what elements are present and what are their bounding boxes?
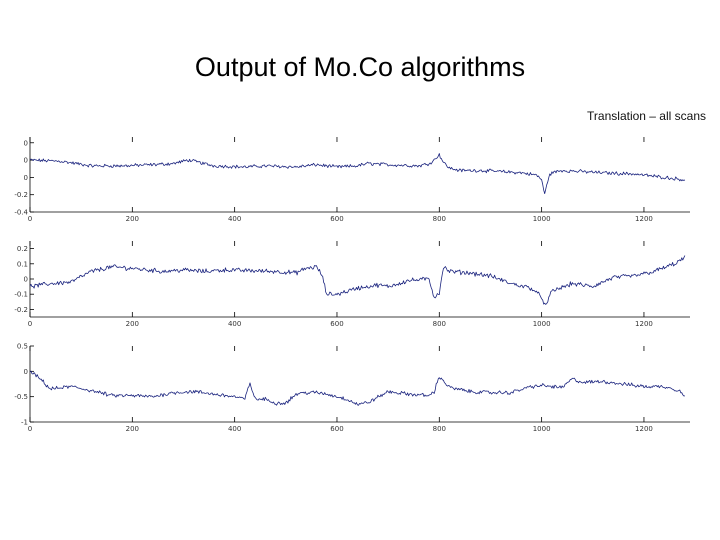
- x-tick-label: 200: [126, 215, 139, 223]
- y-tick-label: -0.4: [14, 209, 28, 217]
- y-tick-label: -0.2: [14, 306, 28, 314]
- slide-title: Output of Mo.Co algorithms: [194, 52, 526, 82]
- y-tick-label: 0.1: [17, 260, 28, 268]
- y-tick-label: 0: [24, 368, 28, 376]
- series-line-2: [29, 255, 686, 305]
- y-tick-label: -0.5: [14, 393, 28, 401]
- y-tick-label: 0: [24, 276, 28, 284]
- chart-caption: Translation – all scans: [587, 109, 706, 123]
- x-tick-label: 200: [126, 320, 139, 328]
- series-line-1: [29, 153, 686, 195]
- y-tick-label: 0: [24, 157, 28, 165]
- x-tick-label: 0: [28, 320, 32, 328]
- x-tick-label: 800: [433, 425, 446, 433]
- y-tick-label: 0.5: [17, 343, 28, 351]
- x-tick-label: 600: [330, 425, 343, 433]
- x-tick-label: 600: [330, 215, 343, 223]
- x-tick-label: 400: [228, 215, 241, 223]
- y-tick-label: -0.1: [14, 291, 28, 299]
- y-tick-label: 0.2: [17, 245, 28, 253]
- x-tick-label: 1000: [533, 425, 551, 433]
- x-tick-label: 400: [228, 425, 241, 433]
- x-tick-label: 600: [330, 320, 343, 328]
- x-tick-label: 1200: [635, 425, 653, 433]
- x-tick-label: 1000: [533, 215, 551, 223]
- x-tick-label: 200: [126, 425, 139, 433]
- x-tick-label: 1000: [533, 320, 551, 328]
- x-tick-label: 0: [28, 425, 32, 433]
- x-tick-label: 800: [433, 215, 446, 223]
- x-tick-label: 1200: [635, 320, 653, 328]
- y-tick-label: 0: [24, 139, 28, 147]
- x-tick-label: 800: [433, 320, 446, 328]
- x-tick-label: 0: [28, 215, 32, 223]
- y-tick-label: -1: [21, 419, 28, 427]
- x-tick-label: 400: [228, 320, 241, 328]
- y-tick-label: 0: [24, 174, 28, 182]
- y-tick-label: -0.2: [14, 191, 28, 199]
- x-tick-label: 1200: [635, 215, 653, 223]
- series-line-3: [29, 370, 685, 406]
